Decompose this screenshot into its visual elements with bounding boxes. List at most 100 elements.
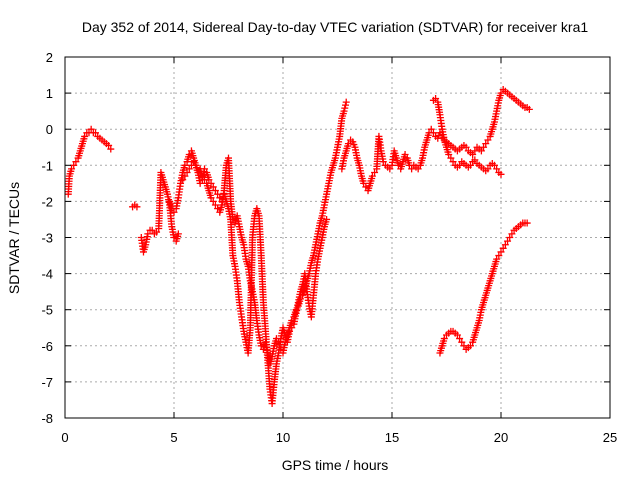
data-point <box>456 161 464 169</box>
x-tick-label: 20 <box>494 430 508 445</box>
x-tick-label: 15 <box>385 430 399 445</box>
data-point <box>484 136 492 144</box>
data-point <box>445 150 453 158</box>
y-tick-label: -7 <box>41 375 53 390</box>
data-point <box>181 172 189 180</box>
data-point <box>207 194 215 202</box>
x-tick-label: 5 <box>170 430 177 445</box>
data-point <box>462 143 470 151</box>
data-point <box>414 165 422 173</box>
data-point <box>181 161 189 169</box>
data-point <box>408 165 416 173</box>
data-point <box>371 169 379 177</box>
data-point <box>469 150 477 158</box>
data-point <box>153 228 161 236</box>
data-point <box>211 201 219 209</box>
data-point <box>70 161 78 169</box>
data-point <box>133 203 141 211</box>
data-point <box>360 179 368 187</box>
data-point <box>480 143 488 151</box>
data-point <box>501 241 509 249</box>
data-point <box>342 98 350 106</box>
grid-lines <box>65 57 610 418</box>
data-point <box>286 327 294 335</box>
data-point <box>148 226 156 234</box>
data-point <box>497 89 505 97</box>
y-tick-label: 1 <box>46 86 53 101</box>
y-tick-label: -1 <box>41 158 53 173</box>
y-tick-label: -8 <box>41 411 53 426</box>
data-point <box>144 230 152 238</box>
data-point <box>179 176 187 184</box>
data-point <box>440 335 448 343</box>
data-point <box>190 158 198 166</box>
data-point <box>432 95 440 103</box>
data-point <box>427 125 435 133</box>
data-point <box>449 158 457 166</box>
data-point <box>211 187 219 195</box>
axis-ticks <box>64 56 611 419</box>
y-tick-label: 0 <box>46 122 53 137</box>
data-point <box>379 158 387 166</box>
data-point <box>196 179 204 187</box>
data-point <box>68 165 76 173</box>
data-point <box>504 237 512 245</box>
data-point <box>209 197 217 205</box>
x-tick-label: 10 <box>276 430 290 445</box>
x-tick-label: 0 <box>61 430 68 445</box>
data-point <box>484 165 492 173</box>
data-point <box>523 219 531 227</box>
x-tick-labels: 0 5 10 15 20 25 <box>61 430 617 445</box>
data-point <box>323 215 331 223</box>
chart-title: Day 352 of 2014, Sidereal Day-to-day VTE… <box>82 19 588 35</box>
data-point <box>456 335 464 343</box>
data-point <box>81 132 89 140</box>
data-point <box>460 342 468 350</box>
y-tick-label: -5 <box>41 303 53 318</box>
data-point <box>185 165 193 173</box>
data-point <box>497 170 505 178</box>
data-point <box>477 147 485 155</box>
data-point <box>401 150 409 158</box>
y-tick-label: -4 <box>41 267 53 282</box>
data-point <box>105 141 113 149</box>
data-point <box>288 324 296 332</box>
y-tick-labels: -8 -7 -6 -5 -4 -3 -2 -1 0 1 2 <box>41 50 53 426</box>
data-point <box>497 248 505 256</box>
y-tick-label: -3 <box>41 231 53 246</box>
y-axis-label: SDTVAR / TECUs <box>6 182 22 294</box>
data-points <box>64 85 533 408</box>
data-point <box>447 154 455 162</box>
data-point <box>508 230 516 238</box>
y-tick-label: -6 <box>41 339 53 354</box>
data-point <box>72 158 80 166</box>
data-point <box>499 244 507 252</box>
data-point <box>341 101 349 109</box>
data-point <box>341 104 349 112</box>
y-tick-label: 2 <box>46 50 53 65</box>
x-tick-label: 25 <box>603 430 617 445</box>
data-point <box>92 129 100 137</box>
data-point <box>209 183 217 191</box>
data-point <box>205 176 213 184</box>
data-point <box>170 208 178 216</box>
y-tick-label: -2 <box>41 194 53 209</box>
data-point <box>453 331 461 339</box>
data-point <box>482 140 490 148</box>
data-point <box>458 338 466 346</box>
data-point <box>493 165 501 173</box>
data-point <box>344 140 352 148</box>
data-point <box>471 156 479 164</box>
data-point <box>471 147 479 155</box>
data-point <box>368 172 376 180</box>
data-point <box>490 161 498 169</box>
data-point <box>207 179 215 187</box>
data-point <box>214 190 222 198</box>
data-point <box>429 129 437 137</box>
data-point <box>466 161 474 169</box>
data-point <box>201 165 209 173</box>
data-point <box>506 234 514 241</box>
data-point <box>183 169 191 177</box>
data-point <box>386 165 394 173</box>
